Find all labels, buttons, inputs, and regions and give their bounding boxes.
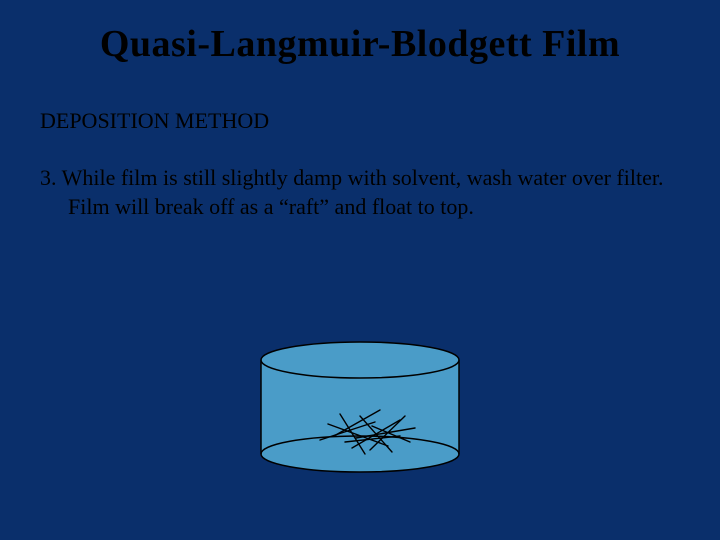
slide-body-text: 3. While film is still slightly damp wit…	[40, 164, 680, 221]
slide-subtitle: DEPOSITION METHOD	[40, 108, 269, 134]
cylinder-svg	[258, 340, 462, 474]
slide-title: Quasi-Langmuir-Blodgett Film	[0, 22, 720, 66]
cylinder-diagram	[258, 340, 462, 479]
